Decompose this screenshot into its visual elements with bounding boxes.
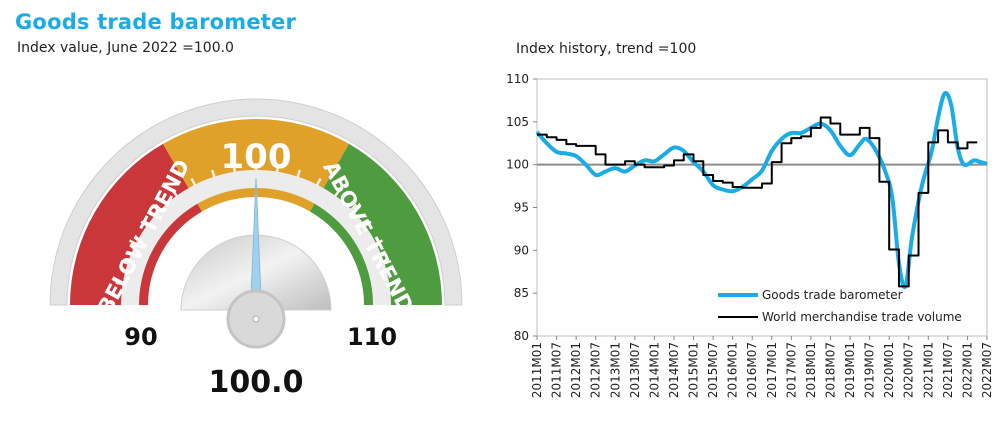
y-tick-label: 80 xyxy=(514,329,529,343)
legend-label-barometer: Goods trade barometer xyxy=(762,288,903,302)
x-tick-label: 2014M07 xyxy=(667,342,681,398)
x-tick-label: 2021M07 xyxy=(941,342,955,398)
gauge-inner-ring xyxy=(121,170,391,305)
x-tick-label: 2022M07 xyxy=(980,342,994,398)
x-tick-label: 2017M01 xyxy=(765,342,779,398)
y-tick-label: 110 xyxy=(506,72,529,86)
y-tick-label: 85 xyxy=(514,286,529,300)
series-line-trade-volume xyxy=(537,116,978,288)
gauge-pivot-dot xyxy=(252,315,260,323)
gauge-center-label: 100 xyxy=(221,137,292,177)
x-tick-label: 2013M07 xyxy=(628,342,642,398)
chart-title: Index history, trend =100 xyxy=(516,41,697,57)
legend-label-volume: World merchandise trade volume xyxy=(762,310,962,324)
y-tick-label: 90 xyxy=(514,243,529,257)
x-tick-label: 2019M07 xyxy=(863,342,877,398)
gauge-outer-rim xyxy=(49,98,463,306)
x-tick-label: 2011M01 xyxy=(530,342,544,398)
x-tick-label: 2011M07 xyxy=(550,342,564,398)
x-tick-label: 2014M01 xyxy=(647,342,661,398)
gauge-min-label: 90 xyxy=(124,323,157,351)
x-tick-label: 2020M07 xyxy=(902,342,916,398)
x-tick-label: 2018M07 xyxy=(823,342,837,398)
y-tick-label: 105 xyxy=(506,115,529,129)
x-tick-label: 2015M07 xyxy=(706,342,720,398)
x-tick-label: 2020M01 xyxy=(882,342,896,398)
series-line-barometer xyxy=(535,91,988,290)
gauge: BELOW TREND ABOVE TREND 100 90 110 100.0 xyxy=(49,98,463,400)
gauge-value-label: 100.0 xyxy=(209,365,304,400)
x-tick-label: 2015M01 xyxy=(687,342,701,398)
gauge-max-label: 110 xyxy=(347,323,397,351)
y-tick-label: 100 xyxy=(506,158,529,172)
x-tick-label: 2022M01 xyxy=(960,342,974,398)
gauge-zone-below-trend xyxy=(70,143,202,305)
x-tick-label: 2016M07 xyxy=(745,342,759,398)
x-tick-label: 2016M01 xyxy=(726,342,740,398)
plot-area xyxy=(536,78,988,337)
gauge-zone-above-trend xyxy=(310,143,442,305)
gauge-subtitle: Index value, June 2022 =100.0 xyxy=(17,40,234,56)
x-tick-label: 2021M01 xyxy=(921,342,935,398)
x-tick-label: 2012M01 xyxy=(569,342,583,398)
x-tick-label: 2018M01 xyxy=(804,342,818,398)
page-title: Goods trade barometer xyxy=(15,10,297,34)
y-tick-label: 95 xyxy=(514,201,529,215)
x-tick-label: 2017M07 xyxy=(784,342,798,398)
x-tick-label: 2013M01 xyxy=(608,342,622,398)
x-tick-label: 2012M07 xyxy=(589,342,603,398)
x-tick-label: 2019M01 xyxy=(843,342,857,398)
